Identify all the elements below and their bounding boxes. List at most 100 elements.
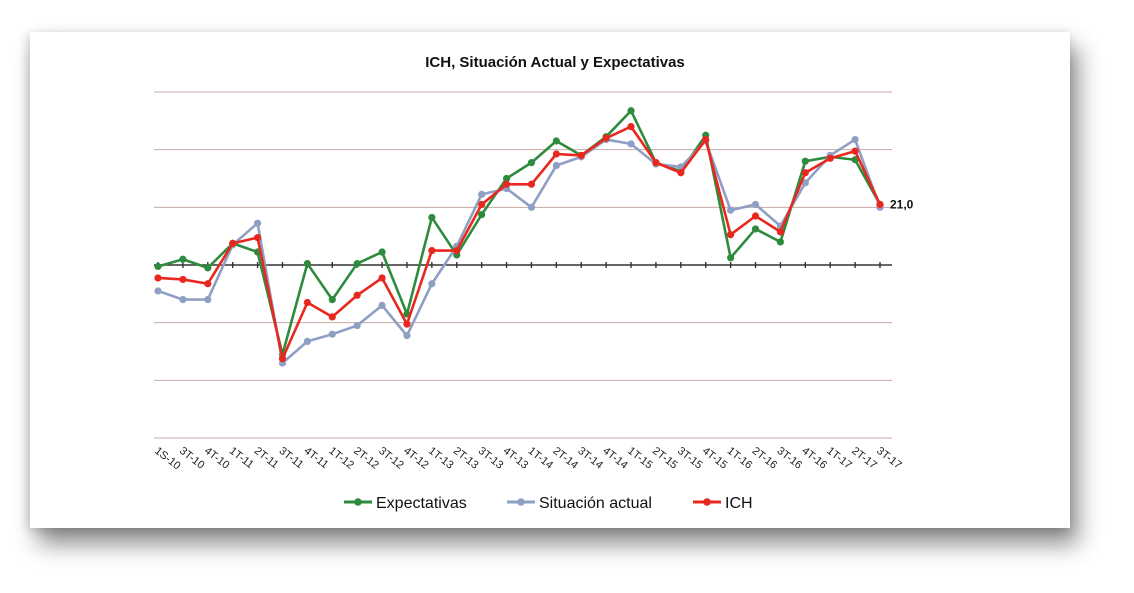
data-point xyxy=(453,246,461,255)
x-tick-label: 1T-16 xyxy=(725,445,755,472)
data-point xyxy=(851,147,859,155)
x-tick-label: 3T-12 xyxy=(376,445,406,472)
data-point xyxy=(328,330,336,338)
data-point xyxy=(179,255,187,263)
data-point xyxy=(627,140,635,148)
x-tick-label: 4T-12 xyxy=(401,445,431,472)
data-point xyxy=(154,262,162,271)
data-point xyxy=(478,200,486,209)
data-point xyxy=(552,137,560,145)
x-tick-label: 1T-13 xyxy=(426,445,456,472)
x-tick-label: 4T-10 xyxy=(202,445,232,472)
data-point xyxy=(751,225,760,233)
x-tick-label: 1S-10 xyxy=(152,445,183,473)
x-tick-label: 2T-15 xyxy=(650,445,680,472)
data-point xyxy=(627,123,635,131)
data-point xyxy=(677,169,685,177)
x-tick-label: 1T-15 xyxy=(625,445,655,472)
x-tick-label: 2T-16 xyxy=(750,445,780,472)
data-point xyxy=(478,190,486,198)
data-point xyxy=(378,301,386,309)
legend-label: Expectativas xyxy=(376,495,467,512)
data-point xyxy=(702,135,710,144)
data-point xyxy=(527,159,536,167)
data-point xyxy=(204,296,212,304)
data-point xyxy=(751,212,760,220)
x-tick-label: 2T-11 xyxy=(252,445,281,471)
x-tick-label: 1T-12 xyxy=(326,445,356,472)
data-point xyxy=(229,239,237,247)
x-axis: 1S-103T-104T-101T-112T-113T-114T-111T-12… xyxy=(152,262,904,472)
data-point xyxy=(602,134,610,142)
data-point xyxy=(776,228,785,236)
grid-lines xyxy=(154,91,892,439)
x-tick-label: 1T-11 xyxy=(227,445,256,471)
data-point xyxy=(378,274,386,282)
data-point xyxy=(428,280,436,288)
x-tick-label: 3T-13 xyxy=(476,445,506,472)
legend-item: Situación actual xyxy=(507,495,652,512)
data-point xyxy=(801,157,809,165)
series-expectativas xyxy=(154,107,884,358)
data-point xyxy=(826,154,834,162)
data-point xyxy=(478,210,486,219)
data-point xyxy=(627,107,635,115)
data-point xyxy=(727,254,735,262)
x-tick-label: 3T-15 xyxy=(675,445,705,472)
data-point xyxy=(204,264,212,272)
data-point xyxy=(328,296,336,304)
chart-card: ICH, Situación Actual y Expectativas 1S-… xyxy=(30,32,1070,528)
data-point xyxy=(428,246,436,255)
data-point xyxy=(751,200,760,209)
x-tick-label: 2T-14 xyxy=(550,445,580,472)
data-point xyxy=(428,213,436,222)
series-line xyxy=(157,109,882,356)
x-tick-label: 4T-14 xyxy=(600,445,630,472)
legend-marker xyxy=(354,498,362,506)
data-point xyxy=(353,291,361,299)
series-line xyxy=(157,125,882,361)
series-layer: 21,0 xyxy=(154,107,914,367)
data-point xyxy=(801,169,809,177)
legend-item: ICH xyxy=(693,495,753,512)
data-point xyxy=(552,161,560,170)
legend: Expectativas Situación actual ICH xyxy=(344,495,753,512)
data-point xyxy=(851,135,859,144)
data-point xyxy=(502,174,511,183)
data-point xyxy=(303,298,311,307)
data-point xyxy=(179,275,187,284)
x-tick-label: 4T-15 xyxy=(700,445,730,472)
x-tick-label: 4T-11 xyxy=(302,445,331,471)
data-point xyxy=(801,179,809,187)
end-value-annotation: 21,0 xyxy=(890,197,914,211)
data-point xyxy=(403,320,411,328)
legend-marker xyxy=(703,498,711,506)
data-point xyxy=(204,280,212,288)
data-point xyxy=(527,180,536,188)
x-tick-label: 4T-16 xyxy=(799,445,829,472)
legend-label: ICH xyxy=(725,495,753,512)
data-point xyxy=(527,203,536,211)
x-tick-label: 3T-17 xyxy=(874,445,904,472)
x-tick-label: 2T-13 xyxy=(451,445,481,472)
x-tick-label: 3T-10 xyxy=(177,445,207,472)
x-tick-label: 1T-17 xyxy=(824,445,854,472)
x-tick-label: 4T-13 xyxy=(501,445,531,472)
line-chart: ICH, Situación Actual y Expectativas 1S-… xyxy=(152,54,914,512)
x-tick-label: 3T-16 xyxy=(775,445,805,472)
data-point xyxy=(328,313,336,321)
data-point xyxy=(776,238,785,246)
data-point xyxy=(378,248,386,256)
data-point xyxy=(727,231,735,239)
data-point xyxy=(727,206,735,214)
data-point xyxy=(154,274,162,282)
legend-item: Expectativas xyxy=(344,495,467,512)
data-point xyxy=(876,200,884,209)
data-point xyxy=(303,337,311,346)
series-ich xyxy=(154,123,884,363)
series-line xyxy=(157,138,882,365)
x-tick-label: 3T-11 xyxy=(277,445,306,471)
legend-label: Situación actual xyxy=(539,495,652,512)
data-point xyxy=(278,355,287,363)
data-point xyxy=(577,151,585,160)
